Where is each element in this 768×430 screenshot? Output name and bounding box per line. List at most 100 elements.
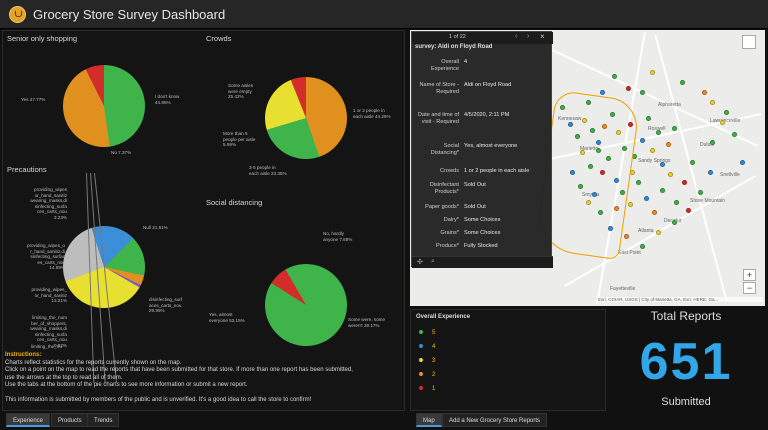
map-report-point[interactable] <box>660 188 665 193</box>
map-report-point[interactable] <box>592 192 597 197</box>
map-report-point[interactable] <box>628 122 633 127</box>
map-report-point[interactable] <box>596 148 601 153</box>
map-report-point[interactable] <box>575 134 580 139</box>
popup-value: 1 or 2 people in each aisle <box>464 168 530 174</box>
map-report-point[interactable] <box>660 162 665 167</box>
map-report-point[interactable] <box>674 200 679 205</box>
map-report-point[interactable] <box>640 90 645 95</box>
map-report-point[interactable] <box>710 100 715 105</box>
map-city-label: Snellville <box>720 172 740 178</box>
map-report-point[interactable] <box>636 180 641 185</box>
popup-footer: ✣ ⌕ <box>412 256 553 268</box>
map-report-point[interactable] <box>650 148 655 153</box>
map-report-point[interactable] <box>672 220 677 225</box>
popup-value: Aldi on Floyd Road <box>464 82 512 88</box>
map-report-point[interactable] <box>600 170 605 175</box>
map-report-point[interactable] <box>588 164 593 169</box>
map-city-label: Smyrna <box>582 192 600 198</box>
map-report-point[interactable] <box>624 234 629 239</box>
map-report-point[interactable] <box>570 170 575 175</box>
map-report-point[interactable] <box>568 122 573 127</box>
legend-title: Overall Experience <box>416 314 471 320</box>
tab-add-report[interactable]: Add a New Grocery Store Reports <box>442 413 548 427</box>
map-report-point[interactable] <box>720 120 725 125</box>
map-report-point[interactable] <box>612 74 617 79</box>
tab-trends[interactable]: Trends <box>87 413 120 427</box>
prev-arrow-icon[interactable]: ‹ <box>515 33 518 40</box>
map-city-label: Lawrenceville <box>710 118 741 124</box>
zoom-to-icon[interactable]: ⌕ <box>431 258 435 265</box>
map-report-point[interactable] <box>724 110 729 115</box>
map-report-point[interactable] <box>628 202 633 207</box>
senior-pie-chart[interactable] <box>63 65 145 147</box>
tab-experience[interactable]: Experience <box>6 413 51 427</box>
map-report-point[interactable] <box>580 150 585 155</box>
map-report-point[interactable] <box>606 156 611 161</box>
map-report-point[interactable] <box>614 206 619 211</box>
map-report-point[interactable] <box>600 90 605 95</box>
map-report-point[interactable] <box>620 190 625 195</box>
map-report-point[interactable] <box>702 90 707 95</box>
map-report-point[interactable] <box>680 80 685 85</box>
map-report-point[interactable] <box>740 160 745 165</box>
pie-label: Null 21.51% <box>143 225 168 230</box>
map-report-point[interactable] <box>632 154 637 159</box>
map-report-point[interactable] <box>668 172 673 177</box>
home-icon[interactable] <box>742 35 756 49</box>
map-report-point[interactable] <box>598 210 603 215</box>
map-report-point[interactable] <box>656 130 661 135</box>
map-report-point[interactable] <box>586 200 591 205</box>
map-report-point[interactable] <box>608 226 613 231</box>
map-report-point[interactable] <box>602 124 607 129</box>
map-report-point[interactable] <box>708 170 713 175</box>
map-report-point[interactable] <box>622 146 627 151</box>
instructions-line: This information is submitted by members… <box>5 397 312 403</box>
map-report-point[interactable] <box>640 244 645 249</box>
tab-map[interactable]: Map <box>416 413 442 427</box>
map-report-point[interactable] <box>666 142 671 147</box>
social-pie-chart[interactable] <box>265 264 347 346</box>
map-report-point[interactable] <box>698 190 703 195</box>
map-report-point[interactable] <box>672 126 677 131</box>
map-report-point[interactable] <box>682 180 687 185</box>
map-report-point[interactable] <box>586 100 591 105</box>
map-report-point[interactable] <box>650 70 655 75</box>
map-report-point[interactable] <box>614 178 619 183</box>
zoom-in-button[interactable]: + <box>743 269 756 281</box>
map-report-point[interactable] <box>652 210 657 215</box>
popup-key: Produce* <box>435 243 459 249</box>
map-report-point[interactable] <box>644 196 649 201</box>
popup-value: Fully Stocked <box>464 243 498 249</box>
map-report-point[interactable] <box>578 184 583 189</box>
pie-label: No, hardly anyone 7.68% <box>323 231 353 242</box>
map-report-point[interactable] <box>732 132 737 137</box>
legend-label: 3 <box>432 358 436 364</box>
move-icon[interactable]: ✣ <box>417 259 423 266</box>
map-report-point[interactable] <box>610 112 615 117</box>
close-icon[interactable]: × <box>540 32 545 41</box>
map-city-label: Roswell <box>648 126 666 132</box>
map-report-point[interactable] <box>626 86 631 91</box>
next-arrow-icon[interactable]: › <box>527 33 530 40</box>
map-report-point[interactable] <box>560 105 565 110</box>
map-report-point[interactable] <box>686 208 691 213</box>
map-report-point[interactable] <box>590 128 595 133</box>
map-report-point[interactable] <box>710 140 715 145</box>
map-report-point[interactable] <box>656 230 661 235</box>
map-attribution: Esri, CGIAR, USGS | City of Marietta, GA… <box>598 297 763 302</box>
pie-label: 3-5 people in each aisle 23.35% <box>249 165 287 176</box>
crowds-pie-chart[interactable] <box>265 77 347 159</box>
map-report-point[interactable] <box>596 140 601 145</box>
map-report-point[interactable] <box>640 138 645 143</box>
map-report-point[interactable] <box>646 116 651 121</box>
zoom-out-button[interactable]: − <box>743 282 756 294</box>
legend-dot <box>419 344 423 348</box>
map-report-point[interactable] <box>616 130 621 135</box>
map-report-point[interactable] <box>630 170 635 175</box>
map-tabs: Map Add a New Grocery Store Reports <box>410 411 765 430</box>
tab-products[interactable]: Products <box>51 413 89 427</box>
map-report-point[interactable] <box>582 118 587 123</box>
map-report-point[interactable] <box>690 160 695 165</box>
popup-pager: 1 of 22 <box>449 34 466 40</box>
